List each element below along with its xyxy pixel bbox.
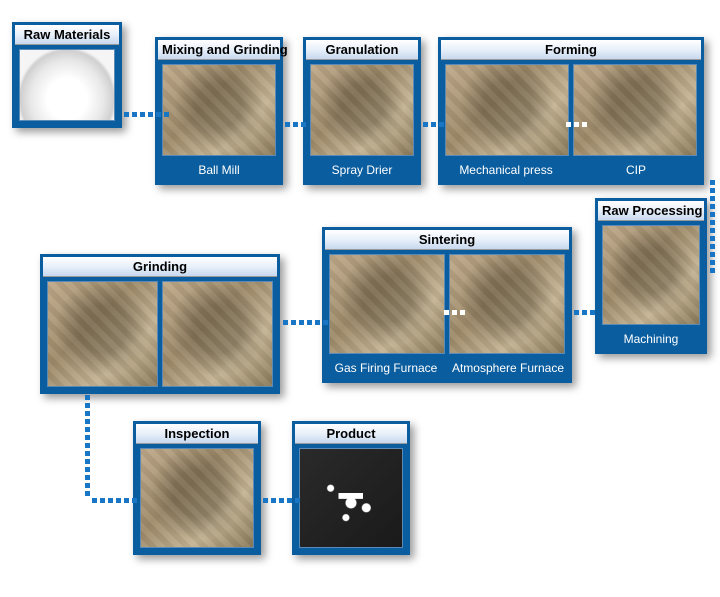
box-raw-processing: Raw Processing Machining [595, 198, 707, 354]
title-product: Product [295, 424, 407, 444]
caption-ball-mill: Ball Mill [158, 160, 280, 182]
body-product [295, 444, 407, 552]
title-forming: Forming [441, 40, 701, 60]
box-grinding: Grinding [40, 254, 280, 394]
body-raw-processing: Machining [598, 221, 704, 351]
connector-9 [92, 498, 137, 503]
caption-machining: Machining [598, 329, 704, 351]
body-grinding [43, 277, 277, 391]
box-mixing-grinding: Mixing and Grinding Ball Mill [155, 37, 283, 185]
title-granulation: Granulation [306, 40, 418, 60]
caption-cip: CIP [571, 160, 701, 182]
body-raw-materials [15, 45, 119, 125]
image-atmosphere-furnace [449, 254, 565, 354]
connector-4 [710, 180, 715, 273]
caption-atmosphere-furnace: Atmosphere Furnace [447, 358, 569, 380]
image-grinding-2 [162, 281, 273, 387]
box-forming: Forming Mechanical press CIP [438, 37, 704, 185]
image-cip [573, 64, 697, 156]
connector-3 [566, 122, 587, 127]
connector-10 [263, 498, 300, 503]
title-inspection: Inspection [136, 424, 258, 444]
image-inspection [140, 448, 254, 548]
body-forming: Mechanical press CIP [441, 60, 701, 182]
connector-8 [85, 395, 90, 496]
box-inspection: Inspection [133, 421, 261, 555]
box-product: Product [292, 421, 410, 555]
caption-mechanical-press: Mechanical press [441, 160, 571, 182]
image-ball-mill [162, 64, 276, 156]
title-raw-materials: Raw Materials [15, 25, 119, 45]
image-mechanical-press [445, 64, 569, 156]
image-gas-firing-furnace [329, 254, 445, 354]
title-grinding: Grinding [43, 257, 277, 277]
image-grinding-1 [47, 281, 158, 387]
connector-2 [423, 122, 444, 127]
body-inspection [136, 444, 258, 552]
image-spray-drier [310, 64, 414, 156]
image-raw-materials [19, 49, 115, 121]
image-product [299, 448, 403, 548]
box-raw-materials: Raw Materials [12, 22, 122, 128]
image-machining [602, 225, 700, 325]
title-mixing-grinding: Mixing and Grinding [158, 40, 280, 60]
connector-6 [444, 310, 465, 315]
box-granulation: Granulation Spray Drier [303, 37, 421, 185]
connector-7 [283, 320, 328, 325]
title-sintering: Sintering [325, 230, 569, 250]
caption-gas-firing-furnace: Gas Firing Furnace [325, 358, 447, 380]
body-mixing-grinding: Ball Mill [158, 60, 280, 182]
caption-spray-drier: Spray Drier [306, 160, 418, 182]
connector-5 [574, 310, 595, 315]
body-granulation: Spray Drier [306, 60, 418, 182]
body-sintering: Gas Firing Furnace Atmosphere Furnace [325, 250, 569, 380]
connector-0 [124, 112, 169, 117]
connector-1 [285, 122, 306, 127]
box-sintering: Sintering Gas Firing Furnace Atmosphere … [322, 227, 572, 383]
title-raw-processing: Raw Processing [598, 201, 704, 221]
